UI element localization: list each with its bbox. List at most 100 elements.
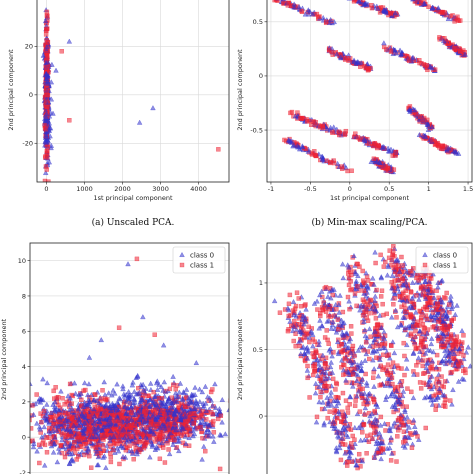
class-0-point: [329, 422, 336, 428]
class-0-point: [44, 380, 50, 386]
class-0-point: [82, 426, 88, 432]
class-0-point: [350, 383, 356, 389]
panel-caption: (b) Min-max scaling/PCA.: [311, 217, 427, 228]
class-1-point: [368, 297, 373, 303]
class-0-point: [143, 434, 149, 440]
panel-caption: (a) Unscaled PCA.: [92, 217, 175, 228]
class-0-point: [421, 395, 428, 401]
class-0-point: [316, 342, 322, 348]
class-0-point: [171, 411, 177, 417]
class-0-point: [450, 386, 456, 392]
class-0-point: [105, 390, 112, 396]
class-0-point: [217, 431, 223, 437]
class-1-point: [148, 435, 153, 440]
class-0-point: [407, 107, 413, 113]
class-0-point: [34, 420, 40, 426]
class-1-point: [355, 458, 361, 464]
class-0-point: [44, 401, 50, 407]
y-tick-label: -0.5: [250, 126, 263, 134]
class-0-point: [37, 426, 43, 432]
class-1-point: [286, 1, 291, 6]
class-0-point: [103, 464, 109, 470]
class-1-point: [102, 396, 108, 401]
class-0-point: [303, 306, 309, 312]
class-0-point: [58, 388, 64, 394]
class-1-point: [340, 309, 346, 315]
class-1-point: [293, 343, 298, 349]
class-0-point: [297, 337, 303, 343]
class-1-point: [82, 408, 88, 414]
class-0-point: [400, 388, 407, 394]
y-tick-label: 2: [22, 398, 26, 406]
class-0-point: [219, 396, 226, 402]
class-0-point: [420, 1, 427, 7]
class-1-point: [349, 459, 355, 464]
class-0-point: [67, 395, 73, 401]
class-1-point: [427, 295, 432, 301]
class-0-point: [203, 408, 209, 414]
class-0-point: [183, 440, 189, 446]
class-1-point: [399, 254, 404, 260]
class-0-point: [416, 436, 422, 442]
class-1-point: [296, 296, 301, 301]
class-0-point: [409, 295, 415, 301]
class-0-point: [422, 295, 429, 301]
class-1-point: [396, 277, 401, 283]
y-tick-label: -20: [22, 140, 33, 148]
class-0-point: [357, 437, 364, 443]
class-0-point: [391, 350, 398, 356]
class-0-point: [459, 327, 465, 333]
class-1-point: [352, 0, 357, 2]
class-0-point: [123, 410, 130, 416]
class-0-point: [124, 417, 130, 423]
class-0-point: [456, 345, 463, 352]
class-0-point: [65, 393, 71, 399]
class-1-point: [100, 388, 105, 393]
class-0-point: [389, 450, 395, 456]
class-1-point: [44, 151, 50, 156]
y-tick-label: 20: [25, 43, 33, 51]
class-0-point: [358, 0, 365, 5]
class-1-point: [107, 450, 113, 456]
class-1-point: [434, 352, 440, 358]
class-1-point: [25, 415, 29, 419]
class-0-point: [401, 415, 408, 421]
class-1-point: [425, 117, 430, 123]
class-0-point: [347, 358, 353, 364]
class-0-point: [96, 400, 102, 406]
class-0-point: [347, 394, 354, 400]
class-0-point: [69, 405, 75, 411]
class-1-point: [25, 423, 29, 427]
class-1-point: [311, 354, 316, 359]
class-0-point: [112, 449, 118, 455]
class-0-point: [342, 450, 348, 456]
class-1-point: [391, 302, 396, 307]
class-0-point: [232, 414, 237, 418]
class-0-point: [128, 416, 135, 422]
class-0-point: [320, 156, 326, 162]
class-1-point: [1, 422, 5, 426]
legend-label: class 0: [190, 252, 214, 260]
class-0-point: [30, 381, 33, 386]
class-0-point: [162, 425, 168, 431]
class-0-point: [345, 423, 352, 429]
class-1-point: [334, 306, 339, 312]
class-0-point: [446, 145, 452, 151]
class-0-point: [442, 361, 449, 367]
class-0-point: [440, 38, 447, 44]
class-0-point: [192, 384, 198, 390]
x-tick-label: 1000: [76, 185, 93, 193]
class-1-point: [417, 58, 422, 63]
class-0-point: [351, 58, 357, 64]
class-0-point: [428, 335, 435, 341]
class-0-point: [0, 420, 4, 424]
class-1-point: [388, 49, 394, 54]
class-1-point: [411, 266, 416, 271]
class-0-point: [410, 417, 417, 423]
class-0-point: [326, 317, 332, 323]
class-0-point: [177, 380, 184, 386]
class-0-point: [429, 124, 435, 130]
class-0-point: [352, 440, 358, 446]
class-1-point: [388, 458, 394, 463]
